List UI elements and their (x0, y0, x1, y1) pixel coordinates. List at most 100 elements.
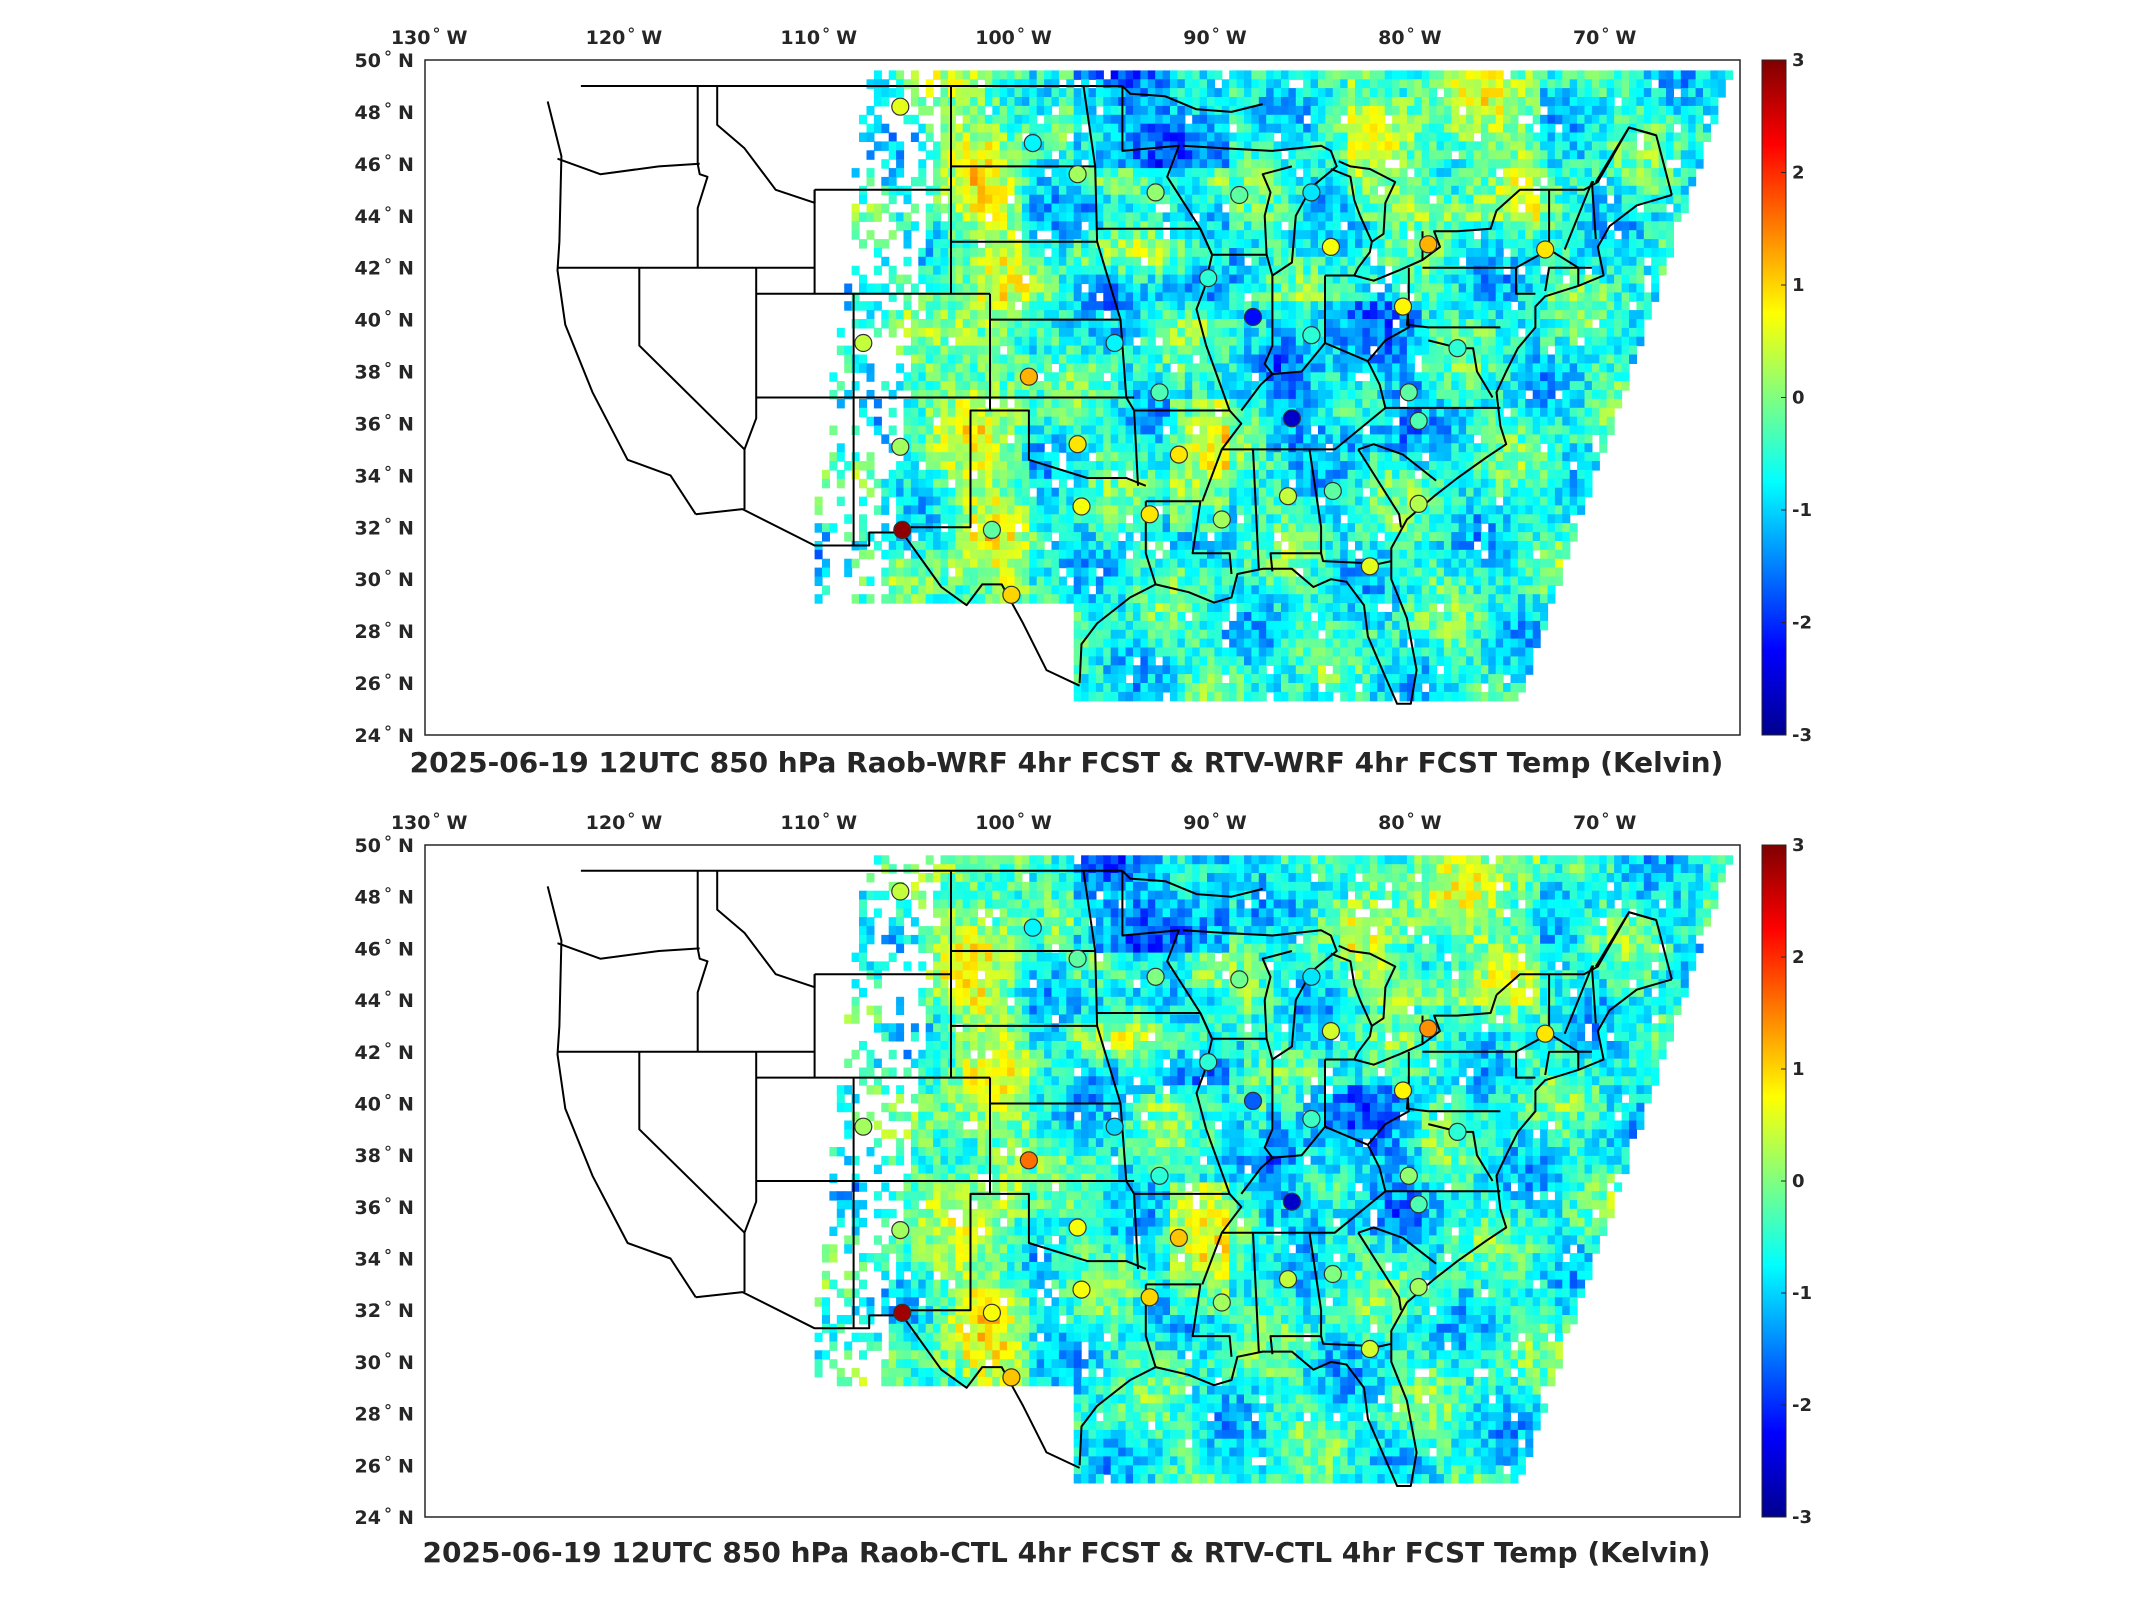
field-cell (1399, 505, 1408, 515)
field-cell (1036, 327, 1045, 338)
field-cell (1044, 185, 1053, 196)
field-cell (1310, 283, 1319, 293)
field-cell (1029, 478, 1038, 489)
field-cell (1177, 345, 1186, 356)
field-cell (999, 452, 1008, 462)
field-cell (999, 150, 1008, 160)
field-cell (962, 390, 971, 400)
field-cell (1614, 327, 1623, 338)
field-cell (1473, 141, 1482, 151)
field-cell (866, 301, 875, 311)
field-cell (1362, 461, 1371, 471)
field-cell (1569, 327, 1578, 338)
field-cell (903, 310, 912, 320)
field-cell (1162, 283, 1171, 293)
field-cell (1577, 496, 1586, 507)
field-cell (1214, 203, 1223, 214)
field-cell (866, 461, 875, 471)
field-cell (1651, 230, 1660, 240)
field-cell (1258, 496, 1267, 507)
field-cell (1236, 327, 1245, 338)
field-cell (1480, 452, 1489, 462)
field-cell (1051, 487, 1060, 498)
field-cell (1466, 487, 1475, 498)
field-cell (873, 114, 882, 125)
field-cell (1606, 132, 1615, 142)
field-cell (1288, 141, 1297, 151)
field-cell (1436, 363, 1445, 373)
field-cell (903, 274, 912, 285)
field-cell (918, 372, 927, 382)
field-cell (1347, 443, 1356, 453)
field-cell (1288, 70, 1297, 80)
field-cell (1340, 168, 1349, 178)
field-cell (1103, 327, 1112, 338)
field-cell (1295, 496, 1304, 507)
field-cell (1155, 176, 1164, 187)
field-cell (1480, 469, 1489, 480)
field-cell (1569, 194, 1578, 205)
field-cell (1081, 461, 1090, 471)
field-cell (1162, 319, 1171, 329)
field-cell (962, 221, 971, 231)
field-cell (1288, 159, 1297, 169)
field-cell (1258, 79, 1267, 89)
field-cell (1110, 239, 1119, 249)
field-cell (977, 88, 986, 98)
field-cell (1133, 505, 1141, 515)
field-cell (1288, 168, 1297, 178)
field-cell (1436, 239, 1445, 249)
field-cell (1377, 274, 1386, 285)
field-cell (1177, 239, 1186, 249)
field-cell (1207, 469, 1215, 480)
field-cell (1281, 310, 1289, 320)
field-cell (1495, 452, 1504, 462)
field-cell (1281, 159, 1289, 169)
field-cell (1547, 105, 1556, 116)
field-cell (1577, 363, 1586, 373)
field-cell (1480, 123, 1489, 134)
field-cell (1651, 168, 1660, 178)
field-cell (918, 327, 927, 338)
field-cell (1110, 176, 1119, 187)
field-cell (1569, 203, 1578, 214)
field-cell (1421, 398, 1430, 409)
field-cell (1466, 372, 1475, 382)
field-cell (1599, 212, 1608, 222)
field-cell (1288, 345, 1297, 356)
field-cell (1155, 70, 1164, 80)
field-cell (1443, 398, 1452, 409)
field-cell (1318, 390, 1326, 400)
field-cell (970, 123, 979, 134)
field-cell (1703, 123, 1711, 134)
field-cell (1221, 398, 1230, 409)
field-cell (1007, 487, 1016, 498)
field-cell (1281, 452, 1289, 462)
field-cell (1340, 478, 1349, 489)
field-cell (1199, 88, 1208, 98)
field-cell (1095, 150, 1104, 160)
field-cell (1510, 292, 1519, 302)
field-cell (1614, 79, 1623, 89)
field-cell (1244, 478, 1252, 489)
field-cell (1614, 239, 1623, 249)
field-cell (1591, 159, 1600, 169)
field-cell (1584, 212, 1593, 222)
field-cell (1399, 425, 1408, 435)
field-cell (918, 354, 927, 364)
field-cell (1029, 283, 1038, 293)
field-cell (896, 150, 905, 160)
field-cell (1281, 381, 1289, 391)
field-cell (1495, 265, 1504, 276)
field-cell (1473, 123, 1482, 134)
field-cell (1207, 301, 1215, 311)
field-cell (1332, 425, 1341, 435)
field-cell (1577, 283, 1586, 293)
field-cell (1540, 381, 1549, 391)
field-cell (1236, 141, 1245, 151)
field-cell (977, 372, 986, 382)
field-cell (1406, 176, 1415, 187)
field-cell (1554, 310, 1563, 320)
field-cell (1199, 381, 1208, 391)
field-cell (1258, 230, 1267, 240)
